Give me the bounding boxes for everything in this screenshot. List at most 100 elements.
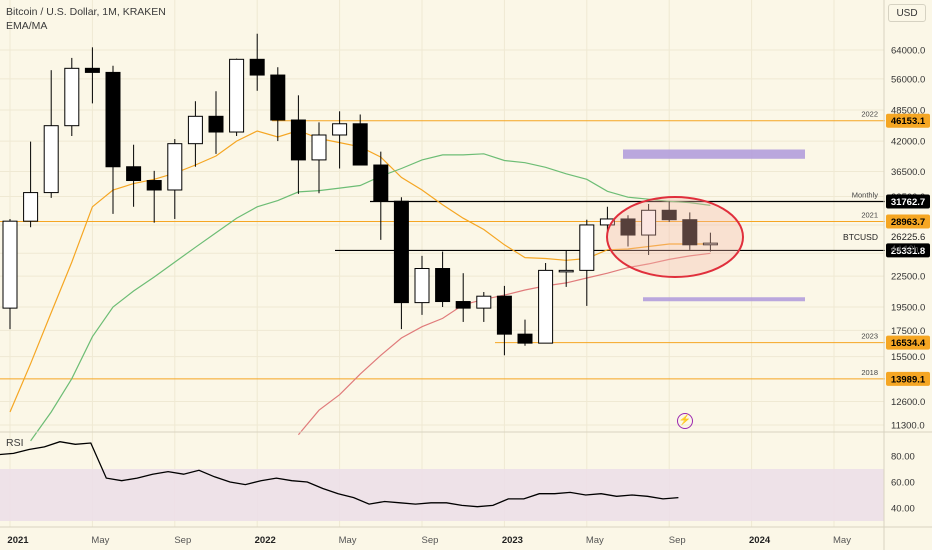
candle-body bbox=[641, 209, 657, 236]
level-label: Monthly bbox=[852, 191, 879, 200]
last-price-value: 26225.6 bbox=[891, 232, 925, 243]
moving-averages bbox=[9, 129, 711, 442]
price-tag-value: 13989.1 bbox=[891, 374, 926, 385]
price-tag-bg bbox=[886, 371, 930, 386]
candle-body bbox=[43, 125, 59, 194]
candlesticks bbox=[2, 33, 718, 356]
price-tick-label: 48500.0 bbox=[891, 105, 925, 116]
target-zone bbox=[643, 297, 805, 302]
time-tick-label: 2023 bbox=[502, 535, 523, 546]
candle-body bbox=[579, 224, 595, 271]
currency-button[interactable]: USD bbox=[888, 4, 926, 22]
candle-body bbox=[332, 123, 348, 136]
time-tick-label: Sep bbox=[669, 535, 686, 546]
candle-body bbox=[23, 192, 39, 222]
level-label: 2023 bbox=[861, 332, 878, 341]
time-tick-label: 2024 bbox=[749, 535, 771, 546]
candle-body bbox=[146, 180, 162, 191]
time-tick-label: May bbox=[586, 535, 604, 546]
time-tick-label: 2022 bbox=[255, 535, 276, 546]
rsi-label[interactable]: RSI bbox=[6, 437, 24, 449]
rsi-tick-label: 80.00 bbox=[891, 452, 915, 463]
candle-body bbox=[558, 269, 574, 273]
rsi-line bbox=[0, 441, 679, 508]
price-tag-value: 25331.8 bbox=[891, 246, 925, 257]
candle-body bbox=[208, 115, 224, 133]
price-tag-bg bbox=[886, 214, 930, 229]
candle-body bbox=[249, 58, 265, 76]
price-tag-bg bbox=[886, 194, 930, 209]
price-tag-bg bbox=[886, 113, 930, 128]
candle-body bbox=[105, 71, 121, 168]
price-tick-label: 11300.0 bbox=[891, 421, 925, 432]
indicator-label: EMA/MA bbox=[6, 20, 48, 32]
price-tick-label: 56000.0 bbox=[891, 74, 925, 85]
candle-body bbox=[126, 166, 142, 182]
candle-body bbox=[435, 268, 451, 303]
price-tag-value: 16534.4 bbox=[891, 338, 926, 349]
candle-body bbox=[661, 209, 677, 221]
price-tick-label: 42000.0 bbox=[891, 137, 925, 148]
time-axis: 2021 May Sep 2022 May Sep 2023 May Sep 2024 May bbox=[7, 535, 851, 546]
moving-average-line bbox=[30, 153, 711, 442]
time-tick-label: Sep bbox=[422, 535, 439, 546]
price-tag-value: 46153.1 bbox=[891, 116, 926, 127]
price-tag-value: 31762.7 bbox=[891, 197, 925, 208]
candle-body bbox=[290, 119, 306, 161]
candle-body bbox=[187, 115, 203, 145]
level-label: 2022 bbox=[861, 110, 878, 119]
moving-average-line bbox=[9, 129, 711, 413]
candle-body bbox=[393, 200, 409, 304]
candle-body bbox=[64, 67, 80, 127]
bar-countdown: 4d 12h bbox=[891, 244, 919, 254]
candle-body bbox=[455, 301, 471, 309]
candle-body bbox=[270, 74, 286, 121]
target-zones bbox=[623, 149, 805, 302]
time-tick-label: May bbox=[339, 535, 357, 546]
time-tick-label: May bbox=[833, 535, 851, 546]
candle-body bbox=[599, 218, 615, 226]
price-tags: 46153.1 31762.7 28963.7 25331.8 16534.4 13989… bbox=[843, 113, 930, 386]
chart-title: Bitcoin / U.S. Dollar, 1M, KRAKEN bbox=[6, 6, 166, 18]
level-label: 2018 bbox=[861, 368, 878, 377]
candle-body bbox=[496, 295, 512, 335]
candle-body bbox=[84, 67, 100, 73]
price-tick-label: 22500.0 bbox=[891, 272, 925, 283]
price-tick-label: 19500.0 bbox=[891, 303, 925, 314]
candle-body bbox=[620, 218, 636, 236]
price-tag-bg bbox=[886, 243, 930, 258]
time-tick-label: 2021 bbox=[7, 535, 29, 546]
rsi-panel bbox=[0, 441, 679, 508]
highlight-circle bbox=[606, 196, 744, 278]
candle-body bbox=[517, 333, 533, 344]
level-label: 2021 bbox=[861, 210, 878, 219]
time-tick-label: Sep bbox=[174, 535, 191, 546]
price-tick-label: 12600.0 bbox=[891, 397, 925, 408]
price-tick-label: 64000.0 bbox=[891, 46, 925, 57]
lightning-icon[interactable]: ⚡ bbox=[677, 413, 693, 429]
candle-body bbox=[538, 269, 554, 344]
symbol-label: BTCUSD bbox=[843, 232, 878, 242]
candle-body bbox=[311, 134, 327, 161]
time-tick-label: May bbox=[91, 535, 109, 546]
candle-body bbox=[373, 164, 389, 202]
target-zone bbox=[623, 149, 805, 159]
price-tag-value: 28963.7 bbox=[891, 217, 925, 228]
candle-body bbox=[229, 58, 245, 133]
candle-body bbox=[167, 143, 183, 191]
rsi-tick-label: 60.00 bbox=[891, 478, 915, 489]
price-tick-label: 17500.0 bbox=[891, 326, 925, 337]
candle-body bbox=[2, 220, 18, 309]
price-tick-label: 15500.0 bbox=[891, 352, 925, 363]
price-tag-bg bbox=[886, 335, 930, 350]
candle-body bbox=[414, 268, 430, 304]
rsi-axis: 80.00 60.00 40.00 bbox=[891, 452, 915, 515]
price-tick-label: 36500.0 bbox=[891, 167, 925, 178]
rsi-tick-label: 40.00 bbox=[891, 504, 915, 515]
grid-lines bbox=[0, 0, 884, 527]
candle-body bbox=[476, 295, 492, 309]
candle-body bbox=[702, 242, 718, 246]
candle-body bbox=[682, 219, 698, 246]
rsi-band bbox=[0, 469, 884, 521]
